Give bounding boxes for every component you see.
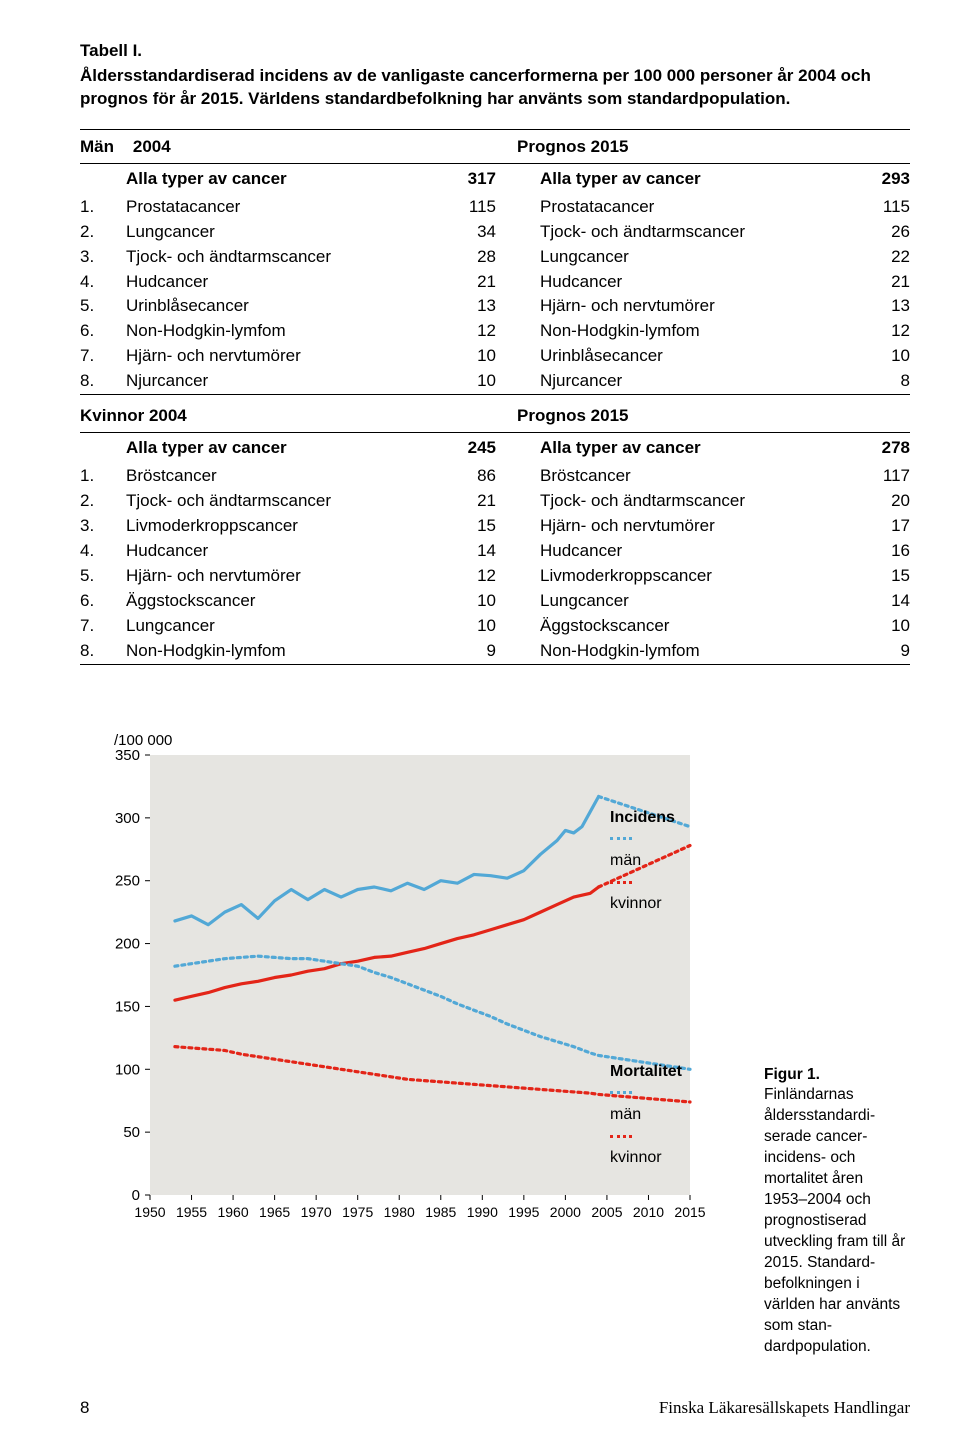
- svg-text:1980: 1980: [384, 1204, 415, 1220]
- legend-incidens: Incidensmänkvinnor: [610, 807, 675, 915]
- table-row: 5.Urinblåsecancer13Hjärn- och nervtumöre…: [80, 294, 910, 319]
- alla-row: Alla typer av cancer245Alla typer av can…: [80, 433, 910, 464]
- svg-text:1970: 1970: [301, 1204, 332, 1220]
- svg-text:150: 150: [115, 998, 140, 1015]
- svg-text:250: 250: [115, 872, 140, 889]
- svg-text:2000: 2000: [550, 1204, 581, 1220]
- svg-text:1950: 1950: [134, 1204, 165, 1220]
- svg-text:1985: 1985: [425, 1204, 456, 1220]
- section-head: Kvinnor 2004Prognos 2015: [80, 399, 910, 432]
- table-caption: Åldersstandardiserad incidens av de vanl…: [80, 65, 900, 111]
- svg-text:1960: 1960: [217, 1204, 248, 1220]
- figure-caption-text: Finländarnas åldersstandardi­serade canc…: [764, 1086, 905, 1354]
- table-row: 2.Tjock- och ändtarmscancer21Tjock- och …: [80, 489, 910, 514]
- svg-text:1955: 1955: [176, 1204, 207, 1220]
- svg-text:350: 350: [115, 747, 140, 764]
- table-row: 7.Lungcancer10Äggstockscancer10: [80, 614, 910, 639]
- table-row: 5.Hjärn- och nervtumörer12Livmoderkropps…: [80, 564, 910, 589]
- table-row: 8.Njurcancer10Njurcancer8: [80, 369, 910, 394]
- table-row: 4.Hudcancer21Hudcancer21: [80, 270, 910, 295]
- figure-caption-title: Figur 1.: [764, 1066, 820, 1083]
- table-label: Tabell I.: [80, 40, 910, 63]
- table-row: 1.Prostatacancer115Prostatacancer115: [80, 195, 910, 220]
- legend-mortalitet: Mortalitetmänkvinnor: [610, 1061, 682, 1169]
- svg-text:100: 100: [115, 1061, 140, 1078]
- chart-inner: /100 00005010015020025030035019501955196…: [80, 725, 750, 1358]
- table-row: 8.Non-Hodgkin-lymfom9Non-Hodgkin-lymfom9: [80, 639, 910, 664]
- alla-row: Alla typer av cancer317Alla typer av can…: [80, 164, 910, 195]
- footer: 8 Finska Läkaresällskapets Handlingar: [80, 1397, 910, 1420]
- table-row: 6.Non-Hodgkin-lymfom12Non-Hodgkin-lymfom…: [80, 319, 910, 344]
- svg-text:1990: 1990: [467, 1204, 498, 1220]
- publication: Finska Läkaresällskapets Handlingar: [659, 1397, 910, 1420]
- svg-text:1995: 1995: [508, 1204, 539, 1220]
- table-row: 6.Äggstockscancer10Lungcancer14: [80, 589, 910, 614]
- page-number: 8: [80, 1397, 89, 1420]
- svg-text:1965: 1965: [259, 1204, 290, 1220]
- svg-text:200: 200: [115, 935, 140, 952]
- svg-text:0: 0: [132, 1187, 140, 1204]
- table-row: 2.Lungcancer34Tjock- och ändtarmscancer2…: [80, 220, 910, 245]
- svg-text:2010: 2010: [633, 1204, 664, 1220]
- svg-text:300: 300: [115, 809, 140, 826]
- table-row: 3.Tjock- och ändtarmscancer28Lungcancer2…: [80, 245, 910, 270]
- section-head: Män 2004Prognos 2015: [80, 130, 910, 163]
- table-row: 1.Bröstcancer86Bröstcancer117: [80, 464, 910, 489]
- table-row: 4.Hudcancer14Hudcancer16: [80, 539, 910, 564]
- figure-caption: Figur 1. Finländarnas åldersstandardi­se…: [764, 725, 910, 1358]
- svg-text:2005: 2005: [591, 1204, 622, 1220]
- svg-text:2015: 2015: [674, 1204, 705, 1220]
- svg-text:1975: 1975: [342, 1204, 373, 1220]
- svg-text:50: 50: [123, 1124, 140, 1141]
- chart-wrap: /100 00005010015020025030035019501955196…: [80, 725, 910, 1358]
- table-block: Tabell I. Åldersstandardiserad incidens …: [80, 40, 910, 665]
- table-row: 3.Livmoderkroppscancer15Hjärn- och nervt…: [80, 514, 910, 539]
- table-row: 7.Hjärn- och nervtumörer10Urinblåsecance…: [80, 344, 910, 369]
